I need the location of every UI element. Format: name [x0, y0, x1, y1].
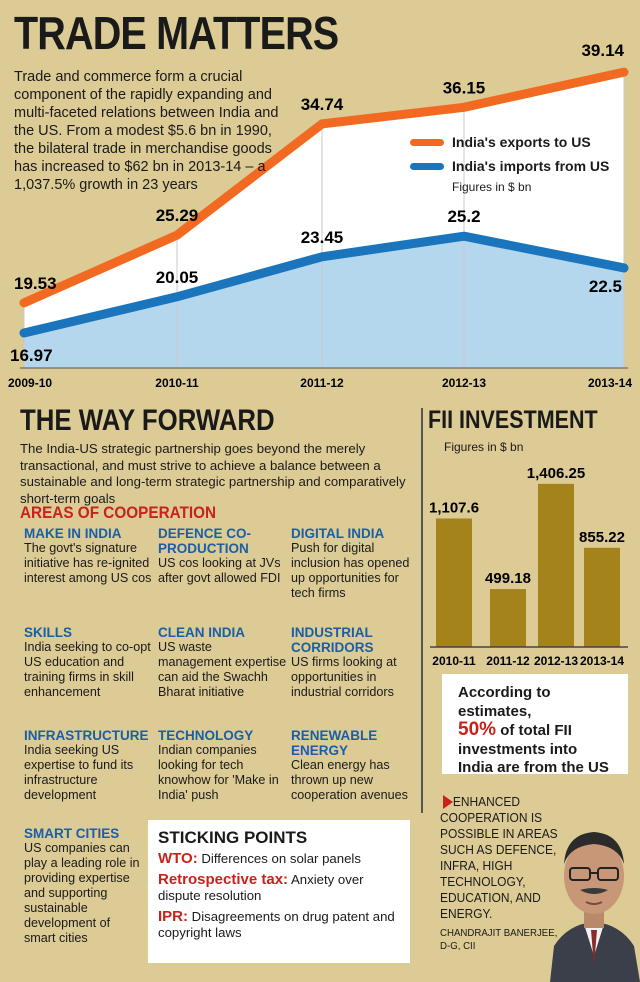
- intro-text: Trade and commerce form a crucial compon…: [14, 69, 279, 193]
- fii-bar: [436, 518, 472, 647]
- fii-bar: [538, 483, 574, 647]
- exports-data-label: 36.15: [443, 78, 486, 97]
- area-head: INFRASTRUCTURE: [24, 728, 149, 743]
- imports-line: [19, 231, 629, 338]
- fii-x-tick-label: 2010-11: [432, 654, 476, 668]
- exports-line: [19, 67, 629, 308]
- quote-author: CHANDRAJIT BANERJEE, D-G, CII: [440, 927, 578, 953]
- x-tick-label: 2010-11: [155, 376, 199, 390]
- fii-bar-chart: 1,107.6 2010-11 499.18 2011-12 1,406.25 2012-…: [430, 465, 628, 668]
- fii-bar: [584, 547, 620, 647]
- area-text: US firms looking at opportunities in ind…: [291, 655, 397, 699]
- sticking-point: Retrospective tax: Anxiety over dispute …: [158, 872, 400, 904]
- estimate-percent: 50%: [458, 719, 497, 740]
- area-head: SMART CITIES: [24, 826, 120, 841]
- way-forward-title: THE WAY FORWARD: [20, 404, 275, 437]
- x-tick-label: 2009-10: [8, 376, 52, 390]
- area-text: US waste management expertise can aid th…: [158, 640, 287, 699]
- quote-text: Enhanced cooperation is possible in area…: [440, 794, 558, 921]
- page-title: TRADE MATTERS: [14, 7, 339, 59]
- estimate-box: According to estimates, 50% of total FII…: [442, 674, 628, 776]
- legend-exports-label: India's exports to US: [452, 134, 591, 150]
- sticking-point-key: Retrospective tax:: [158, 871, 289, 888]
- sticking-point-key: WTO:: [158, 850, 198, 867]
- exports-swatch-icon: [410, 138, 444, 146]
- area-make-in-india: MAKE IN INDIA The govt's signature initi…: [24, 526, 154, 586]
- area-head: CLEAN INDIA: [158, 625, 245, 640]
- area-head: MAKE IN INDIA: [24, 526, 122, 541]
- area-head: TECHNOLOGY: [158, 728, 254, 743]
- sticking-point-text: Anxiety over dispute resolution: [158, 872, 364, 903]
- area-clean-india: CLEAN INDIA US waste management expertis…: [158, 625, 288, 700]
- fii-units-note: Figures in $ bn: [444, 440, 524, 454]
- x-tick-label: 2011-12: [300, 376, 344, 390]
- portrait-avatar: [550, 832, 640, 982]
- imports-data-label: 20.05: [156, 268, 199, 287]
- sticking-point-text: Disagreements on drug patent and copyrig…: [158, 909, 395, 940]
- exports-data-label: 39.14: [581, 41, 624, 60]
- area-text: Push for digital inclusion has opened up…: [291, 541, 410, 600]
- imports-area: [24, 236, 624, 368]
- area-text: US companies can play a leading role in …: [24, 841, 140, 945]
- area-smart-cities: SMART CITIES US companies can play a lea…: [24, 826, 142, 946]
- sticking-points-box: STICKING POINTS WTO: Differences on sola…: [148, 820, 410, 963]
- area-digital-india: DIGITAL INDIA Push for digital inclusion…: [291, 526, 421, 601]
- imports-data-label: 23.45: [301, 228, 344, 247]
- x-tick-label: 2012-13: [442, 376, 486, 390]
- area-renewable-energy: RENEWABLE ENERGY Clean energy has thrown…: [291, 728, 421, 803]
- sticking-point: WTO: Differences on solar panels: [158, 851, 400, 867]
- area-defence: DEFENCE CO-PRODUCTION US cos looking at …: [158, 526, 288, 586]
- area-head: INDUSTRIAL CORRIDORS: [291, 625, 374, 655]
- area-infrastructure: INFRASTRUCTURE India seeking US expertis…: [24, 728, 154, 803]
- area-skills: SKILLS India seeking to co-opt US educat…: [24, 625, 154, 700]
- area-text: India seeking to co-opt US education and…: [24, 640, 151, 699]
- quote-author-name: CHANDRAJIT BANERJEE,: [440, 927, 558, 939]
- sticking-points-title: STICKING POINTS: [158, 828, 308, 847]
- area-head: DIGITAL INDIA: [291, 526, 385, 541]
- fii-title: FII INVESTMENT: [428, 406, 598, 434]
- fii-x-tick-label: 2011-12: [486, 654, 530, 668]
- imports-data-label: 25.2: [447, 207, 480, 226]
- area-technology: TECHNOLOGY Indian companies looking for …: [158, 728, 288, 803]
- area-text: India seeking US expertise to fund its i…: [24, 743, 134, 802]
- legend-units-note: Figures in $ bn: [452, 180, 532, 194]
- quote-arrow-icon: [443, 795, 453, 809]
- quote-author-title: D-G, CII: [440, 940, 476, 952]
- imports-data-label: 22.5: [589, 277, 622, 296]
- section-divider: [421, 408, 423, 813]
- fii-bar-label: 1,406.25: [527, 465, 585, 482]
- fii-x-tick-label: 2013-14: [580, 654, 624, 668]
- fii-x-tick-label: 2012-13: [534, 654, 578, 668]
- exports-data-label: 25.29: [156, 206, 199, 225]
- legend-exports: India's exports to US: [410, 134, 591, 150]
- sticking-point: IPR: Disagreements on drug patent and co…: [158, 909, 400, 941]
- area-industrial-corridors: INDUSTRIAL CORRIDORS US firms looking at…: [291, 625, 421, 700]
- fii-bar-label: 499.18: [485, 570, 531, 587]
- sticking-point-text: Differences on solar panels: [201, 851, 361, 866]
- area-head: DEFENCE CO-PRODUCTION: [158, 526, 252, 556]
- area-text: Clean energy has thrown up new cooperati…: [291, 758, 408, 802]
- area-text: The govt's signature initiative has re-i…: [24, 541, 152, 585]
- quote-box: Enhanced cooperation is possible in area…: [440, 794, 578, 953]
- estimate-pre: According to estimates,: [458, 684, 551, 720]
- trade-line-chart: 19.53 25.29 34.74 36.15 39.14 16.97 20.05 23.45…: [8, 41, 632, 390]
- way-forward-text: The India-US strategic partnership goes …: [20, 441, 406, 506]
- exports-data-label: 19.53: [14, 274, 57, 293]
- area-head: SKILLS: [24, 625, 73, 640]
- area-text: US cos looking at JVs after govt allowed…: [158, 556, 281, 585]
- fii-bar-label: 1,107.6: [430, 500, 479, 517]
- legend-imports-label: India's imports from US: [452, 158, 610, 174]
- fii-bar-label: 855.22: [579, 529, 625, 546]
- exports-data-label: 34.74: [301, 95, 344, 114]
- x-tick-label: 2013-14: [588, 376, 632, 390]
- areas-title: AREAS OF COOPERATION: [20, 503, 217, 522]
- sticking-point-key: IPR:: [158, 908, 188, 925]
- estimate-post: of total FII investments into India are …: [458, 722, 609, 776]
- area-head: RENEWABLE ENERGY: [291, 728, 378, 758]
- legend-imports: India's imports from US: [410, 158, 609, 174]
- fii-bar: [490, 589, 526, 647]
- imports-data-label: 16.97: [10, 346, 53, 365]
- area-text: Indian companies looking for tech knowho…: [158, 743, 279, 802]
- imports-swatch-icon: [410, 162, 444, 170]
